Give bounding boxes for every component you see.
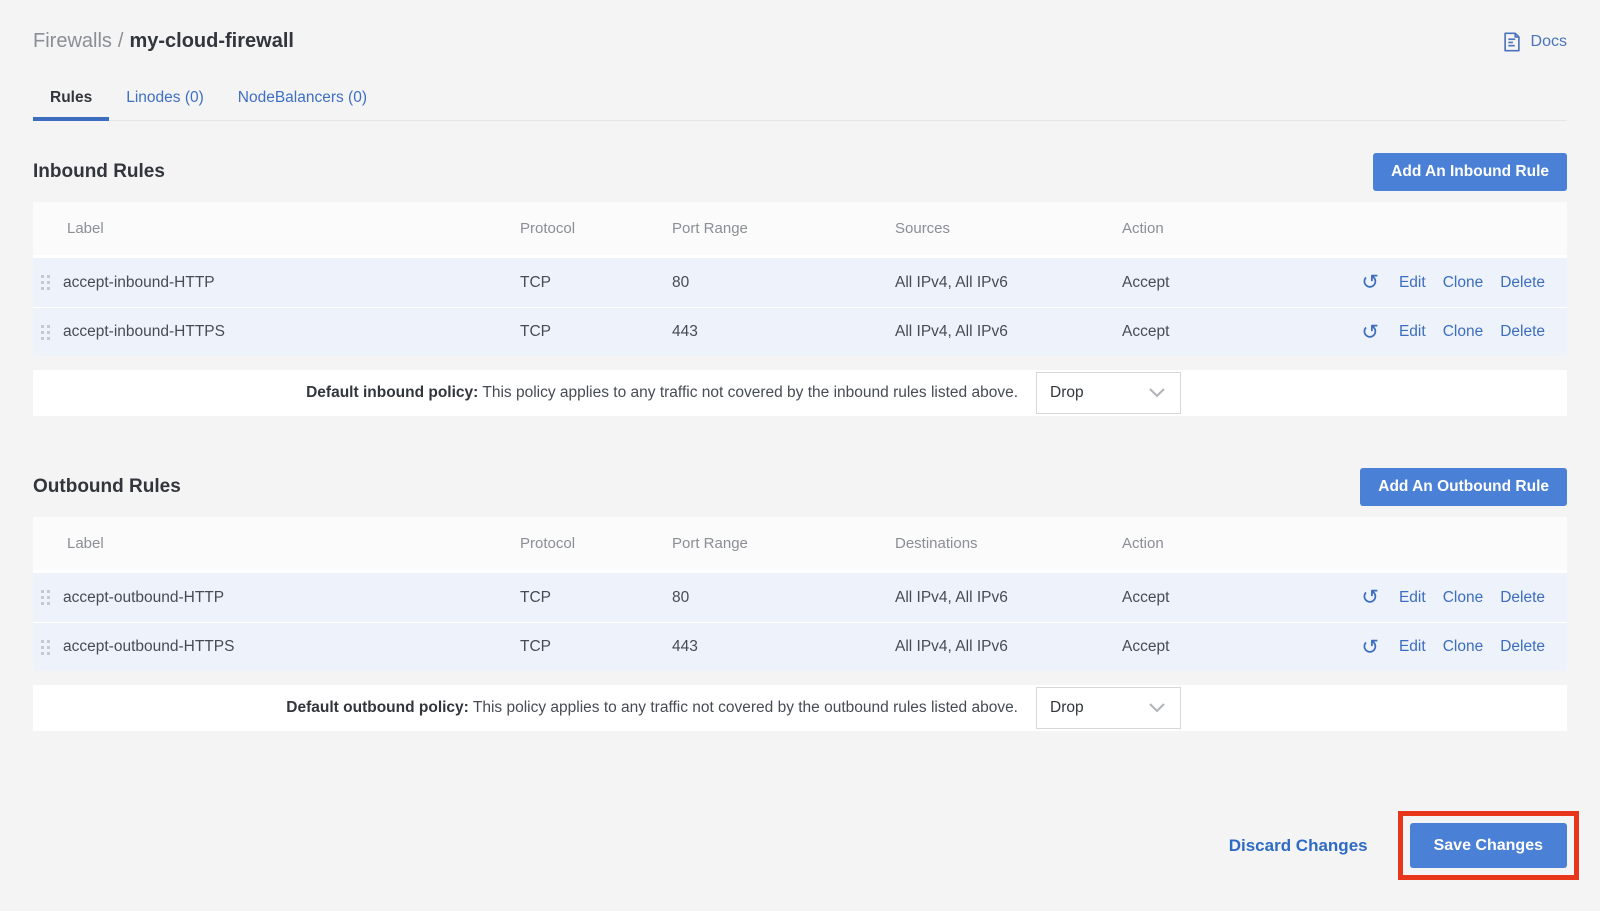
default-outbound-policy-row: Default outbound policy: This policy app… — [33, 685, 1567, 731]
default-inbound-policy-row: Default inbound policy: This policy appl… — [33, 370, 1567, 416]
breadcrumb: Firewalls / my-cloud-firewall — [33, 30, 294, 53]
column-header-protocol: Protocol — [520, 220, 576, 237]
rule-label: accept-inbound-HTTP — [63, 273, 215, 291]
add-outbound-rule-button[interactable]: Add An Outbound Rule — [1360, 468, 1567, 506]
undo-icon[interactable]: ↺ — [1361, 635, 1379, 659]
edit-link[interactable]: Edit — [1398, 638, 1426, 655]
outbound-rules-title: Outbound Rules — [33, 476, 181, 497]
outbound-policy-value: Drop — [1050, 699, 1084, 716]
rule-sources: All IPv4, All IPv6 — [895, 273, 1008, 291]
inbound-rules-table: Label Protocol Port Range Sources Action… — [33, 202, 1567, 356]
inbound-policy-select[interactable]: Drop — [1036, 372, 1181, 414]
undo-icon[interactable]: ↺ — [1361, 586, 1379, 609]
clone-link[interactable]: Clone — [1442, 588, 1484, 606]
delete-link[interactable]: Delete — [1500, 588, 1545, 606]
tab-rules[interactable]: Rules — [33, 79, 110, 121]
rule-port-range: 443 — [672, 323, 698, 340]
chevron-down-icon — [1147, 387, 1167, 399]
outbound-rules-section: Outbound Rules Add An Outbound Rule Labe… — [33, 468, 1567, 731]
undo-icon[interactable]: ↺ — [1361, 320, 1379, 344]
column-header-destinations: Destinations — [895, 535, 978, 552]
rule-sources: All IPv4, All IPv6 — [895, 323, 1008, 340]
tab-linodes[interactable]: Linodes (0) — [126, 89, 204, 106]
drag-handle-icon[interactable] — [41, 639, 50, 655]
rule-action: Accept — [1122, 588, 1170, 606]
rule-action: Accept — [1122, 638, 1170, 655]
rule-port-range: 80 — [672, 273, 690, 291]
outbound-rules-table: Label Protocol Port Range Destinations A… — [33, 517, 1567, 671]
rule-action: Accept — [1122, 273, 1170, 291]
annotation-highlight-box: Save Changes — [1397, 811, 1579, 880]
rule-label: accept-outbound-HTTP — [63, 588, 225, 606]
edit-link[interactable]: Edit — [1398, 588, 1426, 606]
inbound-rule-row: accept-inbound-HTTP TCP 80 All IPv4, All… — [33, 258, 1567, 307]
drag-handle-icon[interactable] — [41, 275, 50, 290]
default-inbound-policy-text: Default inbound policy: This policy appl… — [306, 384, 1018, 401]
delete-link[interactable]: Delete — [1500, 638, 1545, 655]
inbound-rules-title: Inbound Rules — [33, 161, 165, 182]
docs-link-label: Docs — [1530, 32, 1567, 50]
rule-protocol: TCP — [520, 323, 551, 340]
drag-handle-icon[interactable] — [41, 590, 50, 605]
edit-link[interactable]: Edit — [1398, 273, 1426, 291]
column-header-protocol: Protocol — [520, 535, 576, 552]
discard-changes-link[interactable]: Discard Changes — [1228, 835, 1368, 855]
outbound-policy-select[interactable]: Drop — [1036, 687, 1181, 729]
column-header-label: Label — [67, 220, 104, 237]
chevron-down-icon — [1147, 702, 1167, 714]
outbound-rule-row: accept-outbound-HTTPS TCP 443 All IPv4, … — [33, 622, 1567, 671]
drag-handle-icon[interactable] — [41, 324, 50, 340]
document-icon — [1501, 31, 1523, 53]
rule-protocol: TCP — [520, 588, 551, 606]
top-bar: Firewalls / my-cloud-firewall Docs — [33, 30, 1567, 53]
column-header-action: Action — [1122, 220, 1164, 237]
rule-port-range: 80 — [672, 588, 690, 606]
inbound-policy-value: Drop — [1050, 384, 1084, 401]
docs-link[interactable]: Docs — [1501, 31, 1567, 53]
add-inbound-rule-button[interactable]: Add An Inbound Rule — [1373, 153, 1567, 191]
rule-port-range: 443 — [672, 638, 698, 655]
rule-label: accept-outbound-HTTPS — [63, 638, 235, 655]
rule-protocol: TCP — [520, 273, 551, 291]
save-changes-button[interactable]: Save Changes — [1409, 823, 1567, 868]
outbound-rule-row: accept-outbound-HTTP TCP 80 All IPv4, Al… — [33, 573, 1567, 622]
clone-link[interactable]: Clone — [1442, 273, 1484, 291]
column-header-action: Action — [1122, 535, 1164, 552]
tab-nodebalancers[interactable]: NodeBalancers (0) — [237, 89, 367, 106]
column-header-port-range: Port Range — [672, 535, 748, 552]
rule-action: Accept — [1122, 323, 1170, 340]
delete-link[interactable]: Delete — [1500, 273, 1545, 291]
column-header-label: Label — [67, 535, 104, 552]
page-title: my-cloud-firewall — [129, 30, 294, 52]
inbound-table-header: Label Protocol Port Range Sources Action — [33, 202, 1567, 258]
firewall-detail-page: Firewalls / my-cloud-firewall Docs Rules L… — [33, 30, 1579, 880]
form-actions: Discard Changes Save Changes — [33, 811, 1579, 880]
breadcrumb-firewalls-link[interactable]: Firewalls — [33, 30, 112, 52]
delete-link[interactable]: Delete — [1500, 323, 1545, 340]
column-header-port-range: Port Range — [672, 220, 748, 237]
breadcrumb-separator: / — [117, 30, 124, 52]
rule-protocol: TCP — [520, 638, 551, 655]
edit-link[interactable]: Edit — [1398, 323, 1426, 340]
outbound-table-header: Label Protocol Port Range Destinations A… — [33, 517, 1567, 573]
clone-link[interactable]: Clone — [1442, 323, 1484, 340]
inbound-rule-row: accept-inbound-HTTPS TCP 443 All IPv4, A… — [33, 307, 1567, 356]
rule-label: accept-inbound-HTTPS — [63, 323, 225, 340]
default-outbound-policy-text: Default outbound policy: This policy app… — [286, 699, 1018, 716]
clone-link[interactable]: Clone — [1442, 638, 1484, 655]
inbound-rules-section: Inbound Rules Add An Inbound Rule Label … — [33, 153, 1567, 416]
rule-destinations: All IPv4, All IPv6 — [895, 638, 1008, 655]
tab-bar: Rules Linodes (0) NodeBalancers (0) — [33, 79, 1567, 121]
column-header-sources: Sources — [895, 220, 951, 237]
rule-destinations: All IPv4, All IPv6 — [895, 588, 1008, 606]
undo-icon[interactable]: ↺ — [1361, 271, 1379, 294]
